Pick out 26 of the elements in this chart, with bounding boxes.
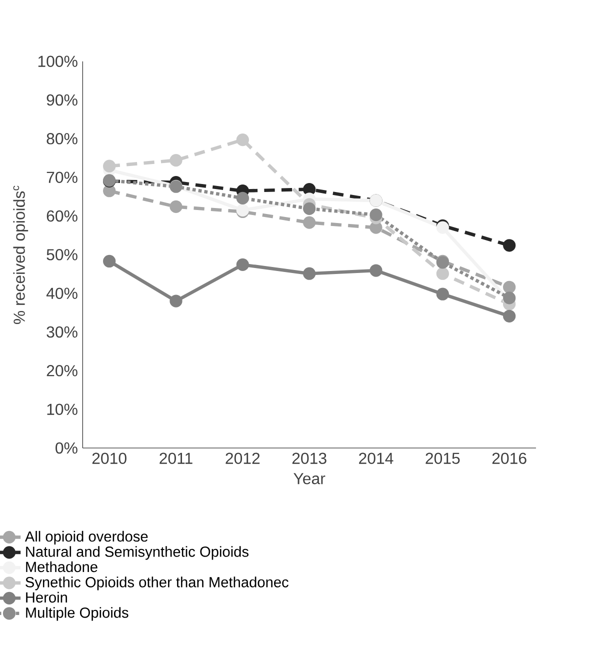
legend-label: Natural and Semisynthetic Opioids [26, 546, 248, 560]
y-tick-label: 70% [46, 172, 78, 183]
x-axis-title: Year [294, 473, 326, 484]
x-tick-label: 2016 [492, 452, 526, 464]
x-tick-label: 2012 [226, 452, 260, 464]
y-tick-label: 90% [46, 94, 78, 106]
legend-label: Synethic Opioids other than Methadonec [26, 576, 288, 590]
y-tick-label: 10% [47, 404, 78, 415]
y-axis-title: % received opioids$^{c}$ [13, 186, 28, 324]
legend-label: Heroin [26, 592, 67, 603]
y-tick-label: 0% [56, 442, 78, 454]
y-tick-label: 60% [46, 210, 78, 222]
x-tick-label: 2011 [160, 452, 192, 464]
y-tick-label: 40% [46, 288, 78, 299]
y-tick-label: 100% [38, 56, 78, 67]
y-tick-label: 50% [46, 249, 78, 260]
legend-label: Methadone [26, 561, 98, 572]
y-tick-label: 20% [46, 365, 78, 376]
legend-label: Multiple Opioids [26, 607, 128, 621]
x-tick-label: 2013 [292, 452, 326, 464]
x-tick-label: 2015 [426, 452, 460, 464]
y-tick-label: 80% [46, 133, 78, 144]
y-tick-label: 30% [46, 326, 78, 338]
x-tick-label: 2010 [92, 452, 126, 464]
x-tick-label: 2014 [359, 452, 394, 464]
legend-label: All opioid overdose [24, 530, 148, 545]
